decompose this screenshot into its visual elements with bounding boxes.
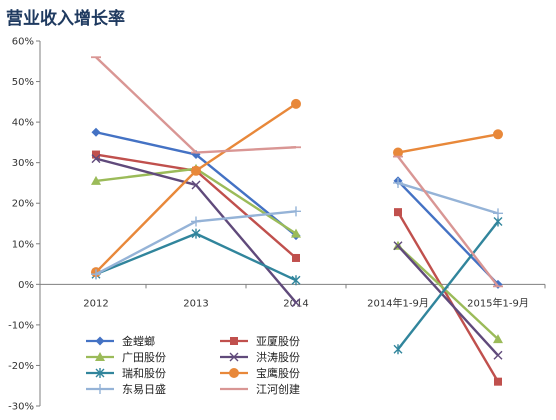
series-line [397,133,499,154]
legend-label: 洪涛股份 [256,350,300,364]
data-point [494,377,502,386]
y-tick-label: -10% [8,320,34,331]
data-point [291,298,301,308]
y-tick-label: 0% [18,280,34,291]
data-point [493,350,503,360]
data-point [393,241,403,251]
series-广田股份 [91,163,503,344]
y-tick-label: 10% [12,239,34,250]
y-tick-label: -30% [8,402,34,413]
series-宝鹰股份 [91,98,503,278]
data-point [493,208,503,219]
data-point [292,253,300,262]
data-point [95,368,105,378]
data-point [95,336,105,346]
legend-item: 宝鹰股份 [220,366,300,380]
data-point [95,384,105,394]
data-point [291,228,301,238]
x-tick-label: 2014 [283,298,308,309]
data-point [191,180,201,190]
data-point [230,337,238,345]
axes: 60% 50% 40% 30% 20% 10% 0% -10% -20% -30% 2012 2013… [8,37,546,413]
legend-item: 江河创建 [220,382,300,396]
data-point [191,216,201,227]
series-瑞和股份 [91,216,503,355]
data-point [393,147,403,158]
series-line [397,155,499,288]
data-point [91,154,101,164]
y-tick-label: 60% [12,37,34,48]
data-point [493,129,503,140]
series-东易日盛 [91,177,503,280]
series-江河创建 [91,56,503,288]
series-line [397,181,499,215]
legend-item: 广田股份 [86,351,166,364]
series-line [397,244,499,357]
series-layer [91,56,503,386]
y-tick-label: 30% [12,158,34,169]
data-point [191,165,201,176]
legend-label: 江河创建 [256,382,300,396]
data-point [91,127,101,137]
legend-label: 瑞和股份 [122,366,166,380]
series-line [396,211,500,383]
legend-label: 金螳螂 [122,334,155,348]
series-line [397,180,499,286]
data-point [91,269,101,280]
legend-item: 东易日盛 [86,382,166,396]
legend-label: 宝鹰股份 [256,366,300,380]
series-line [397,220,499,350]
data-point [191,228,201,239]
y-tick-label: 20% [12,199,34,210]
legend-label: 东易日盛 [122,382,166,396]
legend-item: 瑞和股份 [86,366,166,380]
y-tick-label: 50% [12,77,34,88]
legend-item: 金螳螂 [86,334,155,348]
series-洪涛股份 [91,154,503,360]
data-point [291,275,301,286]
legend-label: 亚厦股份 [256,335,300,348]
data-point [91,175,101,185]
legend-item: 洪涛股份 [220,350,300,364]
x-tick-label: 2014年1-9月 [367,296,429,309]
data-point [95,352,105,361]
series-line [397,244,499,340]
x-tick-label: 2015年1-9月 [467,296,529,309]
x-tick-label: 2013 [183,298,208,309]
y-tick-label: 40% [12,118,34,129]
legend-label: 广田股份 [122,351,166,364]
y-tick-label: -20% [8,361,34,372]
data-point [92,150,100,159]
x-tick-label: 2012 [83,298,108,309]
data-point [394,208,402,217]
data-point [229,368,239,378]
series-line [95,102,297,274]
chart-title: 营业收入增长率 [6,9,125,29]
legend-item: 亚厦股份 [220,335,300,348]
data-point [291,98,301,109]
data-point [493,334,503,344]
data-point [393,177,403,188]
data-point [229,352,239,362]
data-point [393,344,403,355]
data-point [291,206,301,217]
series-金螳螂 [91,127,503,289]
